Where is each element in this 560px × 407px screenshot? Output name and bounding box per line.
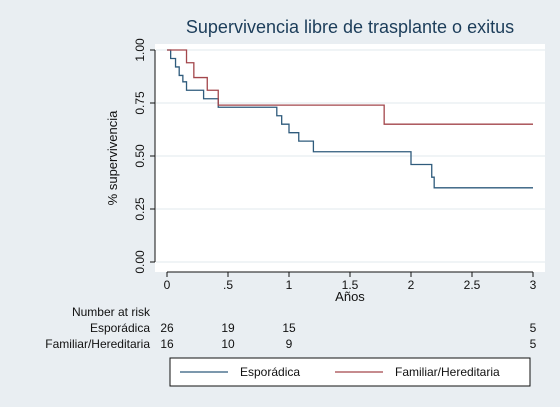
x-tick-label: 1.5 bbox=[342, 278, 359, 292]
x-tick-label: 2 bbox=[408, 278, 415, 292]
y-tick-label: 0.50 bbox=[133, 144, 147, 168]
legend-label: Esporádica bbox=[240, 365, 300, 379]
y-tick-label: 0.75 bbox=[133, 91, 147, 115]
series-line-espor-dica bbox=[167, 49, 533, 189]
x-tick-label: 3 bbox=[530, 278, 537, 292]
risk-count: 5 bbox=[530, 321, 537, 335]
x-axis-label: Años bbox=[335, 289, 365, 304]
legend-label: Familiar/Hereditaria bbox=[395, 365, 500, 379]
legend: Esporádica Familiar/Hereditaria bbox=[180, 365, 500, 379]
series-line-familiar-hereditaria bbox=[167, 49, 533, 125]
x-tick-label: 2.5 bbox=[464, 278, 481, 292]
grid-lines bbox=[156, 49, 545, 263]
x-tick-label: .5 bbox=[223, 278, 233, 292]
y-tick-label: 0.25 bbox=[133, 197, 147, 221]
y-tick-label: 0.00 bbox=[133, 250, 147, 274]
risk-count: 19 bbox=[221, 321, 235, 335]
plot-area bbox=[155, 44, 545, 272]
risk-count: 10 bbox=[221, 337, 235, 351]
risk-count: 16 bbox=[160, 337, 174, 351]
risk-count: 15 bbox=[282, 321, 296, 335]
risk-row-label: Esporádica bbox=[90, 321, 150, 335]
y-tick-label: 1.00 bbox=[133, 38, 147, 62]
y-axis-label: % supervivencia bbox=[105, 110, 120, 205]
x-axis-ticks: 0 .5 1 1.5 2 2.5 3 bbox=[164, 272, 537, 292]
x-tick-label: 0 bbox=[164, 278, 171, 292]
risk-count: 9 bbox=[286, 337, 293, 351]
x-tick-label: 1 bbox=[286, 278, 293, 292]
risk-count: 5 bbox=[530, 337, 537, 351]
risk-row-label: Familiar/Hereditaria bbox=[45, 337, 150, 351]
risk-table: Esporádica 26 19 15 5 Familiar/Hereditaria 16 1… bbox=[45, 321, 536, 351]
y-axis-ticks: 0.00 0.25 0.50 0.75 1.00 bbox=[133, 38, 155, 274]
chart-title: Supervivencia libre de trasplante o exit… bbox=[186, 17, 514, 37]
risk-table-header: Number at risk bbox=[72, 305, 151, 319]
series-lines bbox=[167, 49, 533, 189]
risk-count: 26 bbox=[160, 321, 174, 335]
